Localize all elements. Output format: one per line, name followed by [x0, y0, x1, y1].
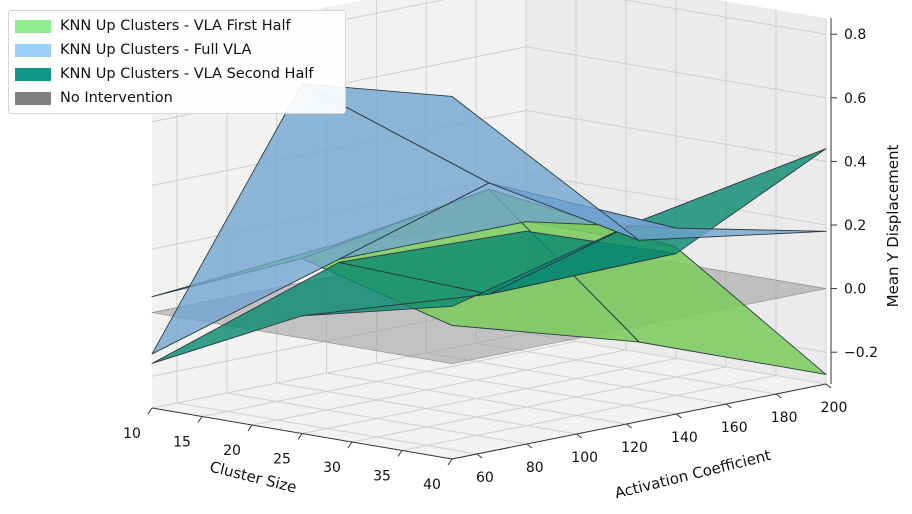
y-tick-label: 120: [621, 440, 648, 456]
z-axis-label: Mean Y Displacement: [884, 145, 902, 308]
x-tick-label: 10: [123, 426, 141, 442]
y-tick-mark: [526, 443, 533, 449]
surface-knn-up-clusters-full-vla: [151, 83, 827, 355]
y-tick-mark: [626, 423, 632, 429]
z-tick-label: −0.2: [844, 345, 878, 361]
y-gridline: [176, 37, 478, 455]
z-tick-label: 0.0: [844, 282, 866, 298]
legend-swatch: [15, 19, 51, 33]
legend-item-no-intervention: No Intervention: [15, 88, 173, 108]
surface-patch: [301, 83, 640, 241]
tick-labels: 10 15 20 25 30 35 40 60 80 100 120 140 160 180 200 0.8 0…: [123, 27, 878, 493]
y-tick-mark: [676, 413, 682, 419]
legend-swatch: [15, 43, 51, 57]
x-tick-label: 25: [273, 452, 291, 468]
legend-label: KNN Up Clusters - VLA First Half: [60, 18, 291, 34]
z-tick-label: 0.8: [844, 27, 866, 43]
legend-label: KNN Up Clusters - VLA Second Half: [60, 66, 314, 82]
z-tick-label: 0.6: [844, 91, 866, 107]
y-tick-mark: [825, 383, 832, 389]
y-tick-label: 80: [526, 460, 544, 476]
y-tick-label: 140: [671, 430, 698, 446]
legend-swatch: [15, 91, 51, 105]
surface-knn-up-clusters-vla-second-half: [151, 148, 827, 364]
x-tick-label: 30: [323, 460, 341, 476]
legend-item-vla-first-half: KNN Up Clusters - VLA First Half: [15, 16, 291, 36]
x-tick-mark: [297, 433, 303, 440]
x-tick-label: 15: [173, 435, 191, 451]
z-tick-label: 0.4: [844, 154, 866, 170]
y-tick-mark: [576, 433, 582, 439]
y-tick-mark: [775, 393, 782, 399]
x-tick-mark: [247, 424, 253, 432]
x-tick-mark: [197, 416, 203, 423]
x-tick-label: 40: [423, 477, 441, 493]
y-tick-label: 200: [821, 400, 848, 416]
y-tick-label: 100: [571, 450, 598, 466]
y-gridline: [226, 27, 527, 445]
legend-item-vla-second-half: KNN Up Clusters - VLA Second Half: [15, 64, 313, 84]
z-tick-label: 0.2: [844, 218, 866, 234]
y-axis-line: [451, 383, 827, 460]
legend-item-full-vla: KNN Up Clusters - Full VLA: [15, 40, 251, 60]
legend-label: KNN Up Clusters - Full VLA: [60, 42, 252, 58]
x-tick-mark: [347, 441, 353, 449]
y-tick-label: 60: [476, 470, 494, 486]
surfaces: [151, 83, 827, 375]
x-tick-label: 35: [373, 469, 391, 485]
x-tick-mark: [147, 407, 153, 415]
y-tick-label: 160: [721, 420, 748, 436]
legend: KNN Up Clusters - VLA First Half KNN Up …: [8, 10, 346, 114]
x-tick-mark: [447, 458, 453, 466]
x-tick-label: 20: [223, 443, 241, 459]
y-tick-label: 180: [771, 410, 798, 426]
x-tick-mark: [397, 450, 403, 457]
y-tick-mark: [725, 403, 732, 409]
legend-swatch: [15, 67, 51, 81]
y-tick-mark: [476, 453, 483, 459]
legend-label: No Intervention: [60, 90, 173, 106]
